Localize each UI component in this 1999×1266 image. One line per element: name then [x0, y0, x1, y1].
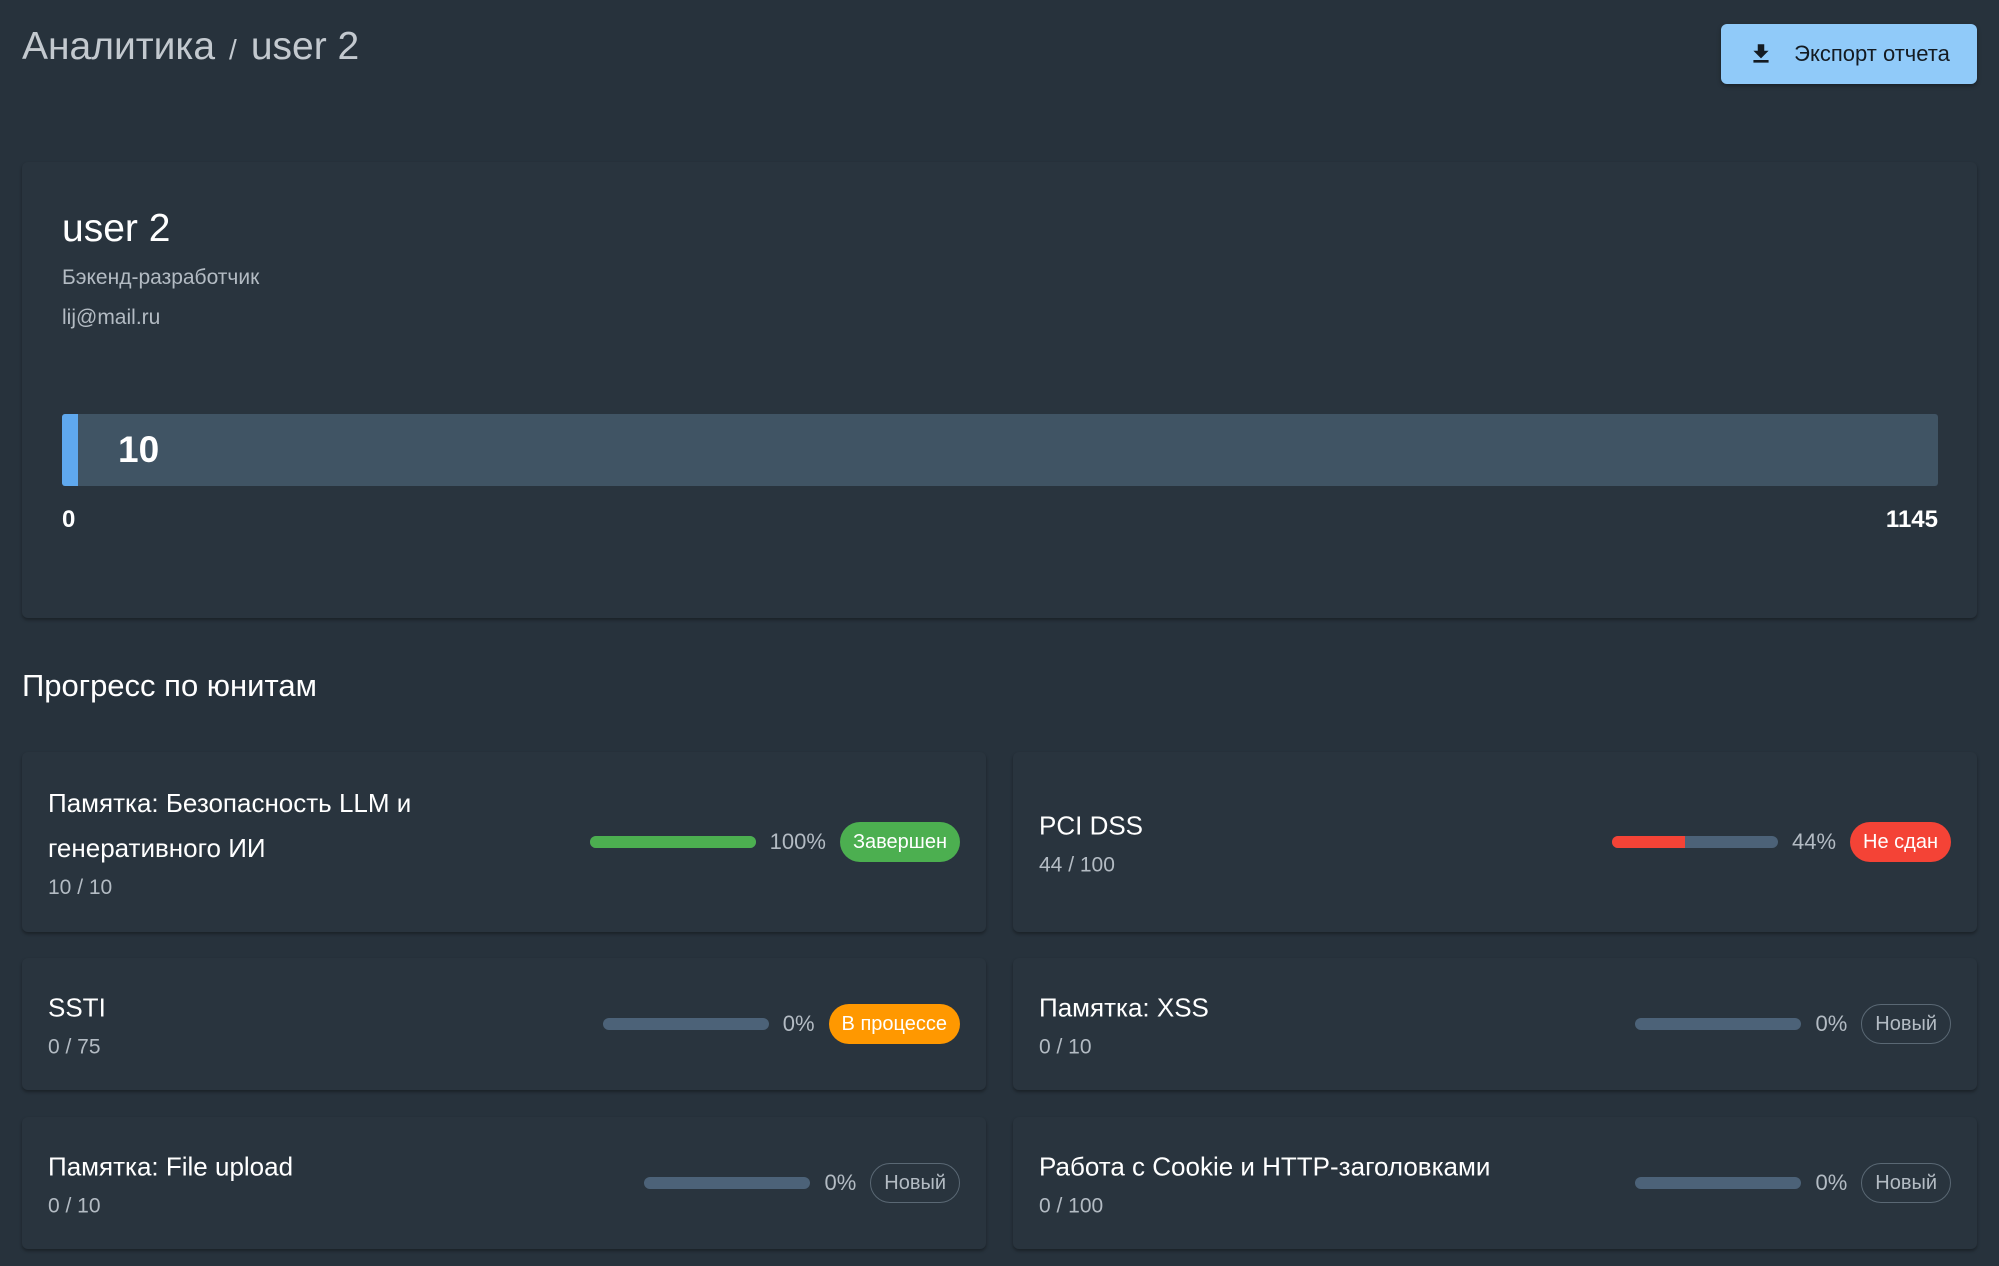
unit-score-count: 0 / 10 — [1039, 1035, 1092, 1059]
unit-progress: 44% Не сдан — [1611, 822, 1951, 862]
unit-progress-fill — [1611, 836, 1686, 848]
page-header: Аналитика / user 2 Экспорт отчета — [22, 24, 1977, 84]
breadcrumb-separator: / — [229, 34, 237, 65]
unit-info: SSTI 0 / 75 — [48, 986, 568, 1063]
unit-progress-bar — [1611, 836, 1778, 848]
unit-title: Памятка: File upload — [48, 1151, 294, 1182]
unit-progress-bar — [589, 836, 756, 848]
user-role: Бэкенд-разработчик — [62, 266, 260, 289]
unit-progress: 0% В процессе — [602, 1004, 960, 1044]
unit-score-count: 0 / 100 — [1039, 1194, 1104, 1218]
status-badge: Не сдан — [1850, 822, 1951, 862]
breadcrumb-current: user 2 — [250, 25, 360, 68]
unit-info: Памятка: XSS 0 / 10 — [1039, 986, 1559, 1063]
download-icon — [1753, 44, 1769, 63]
user-email: lij@mail.ru — [62, 306, 161, 329]
status-badge: Новый — [1861, 1163, 1951, 1203]
breadcrumb: Аналитика / user 2 — [22, 24, 359, 73]
unit-progress-bar — [644, 1177, 811, 1189]
unit-percent: 0% — [782, 1011, 815, 1036]
unit-card[interactable]: Памятка: File upload 0 / 10 0% Новый — [22, 1117, 986, 1249]
unit-percent: 44% — [1791, 829, 1837, 854]
unit-progress-bar — [602, 1018, 769, 1030]
unit-title: Памятка: XSS — [1039, 992, 1209, 1023]
unit-progress: 0% Новый — [644, 1163, 960, 1203]
breadcrumb-root[interactable]: Аналитика — [22, 25, 216, 68]
unit-card[interactable]: Памятка: XSS 0 / 10 0% Новый — [1013, 958, 1977, 1090]
export-report-label: Экспорт отчета — [1794, 41, 1950, 66]
unit-progress-bar — [1635, 1177, 1802, 1189]
score-value: 10 — [118, 429, 160, 470]
unit-progress-fill — [589, 836, 756, 848]
unit-percent: 100% — [769, 829, 826, 854]
unit-score-count: 0 / 75 — [48, 1035, 101, 1059]
unit-card[interactable]: Памятка: Безопасность LLM и генеративног… — [22, 752, 986, 932]
unit-score-count: 10 / 10 — [48, 876, 113, 899]
unit-percent: 0% — [1815, 1011, 1848, 1036]
status-badge: Завершен — [839, 822, 960, 862]
unit-title: Работа с Cookie и HTTP-заголовками — [1039, 1151, 1491, 1182]
user-name: user 2 — [62, 207, 171, 250]
score-max-label: 1145 — [1885, 506, 1938, 533]
status-badge: Новый — [870, 1163, 960, 1203]
unit-title: Памятка: Безопасность LLM и генеративног… — [48, 788, 412, 863]
unit-info: PCI DSS 44 / 100 — [1039, 804, 1559, 881]
score-progress-fill — [62, 414, 78, 486]
score-min-label: 0 — [62, 506, 76, 533]
unit-info: Памятка: File upload 0 / 10 — [48, 1145, 568, 1222]
status-badge: В процессе — [828, 1004, 960, 1044]
unit-card[interactable]: SSTI 0 / 75 0% В процессе — [22, 958, 986, 1090]
unit-percent: 0% — [824, 1170, 857, 1195]
status-badge: Новый — [1861, 1004, 1951, 1044]
unit-info: Памятка: Безопасность LLM и генеративног… — [48, 781, 568, 903]
unit-title: PCI DSS — [1039, 810, 1144, 841]
unit-progress-bar — [1635, 1018, 1802, 1030]
unit-card[interactable]: PCI DSS 44 / 100 44% Не сдан — [1013, 752, 1977, 932]
unit-progress: 100% Завершен — [589, 822, 960, 862]
unit-title: SSTI — [48, 992, 106, 1023]
export-report-button[interactable]: Экспорт отчета — [1721, 24, 1977, 84]
unit-percent: 0% — [1815, 1170, 1848, 1195]
unit-progress: 0% Новый — [1635, 1004, 1951, 1044]
unit-score-count: 0 / 10 — [48, 1194, 101, 1218]
unit-score-count: 44 / 100 — [1039, 853, 1115, 877]
unit-info: Работа с Cookie и HTTP-заголовками 0 / 10… — [1039, 1145, 1559, 1222]
unit-progress: 0% Новый — [1635, 1163, 1951, 1203]
user-profile-card: user 2 Бэкенд-разработчик lij@mail.ru 10… — [22, 162, 1977, 618]
unit-card[interactable]: Работа с Cookie и HTTP-заголовками 0 / 10… — [1013, 1117, 1977, 1249]
units-section-title: Прогресс по юнитам — [22, 668, 317, 703]
score-progress-track: 10 — [62, 414, 1938, 486]
